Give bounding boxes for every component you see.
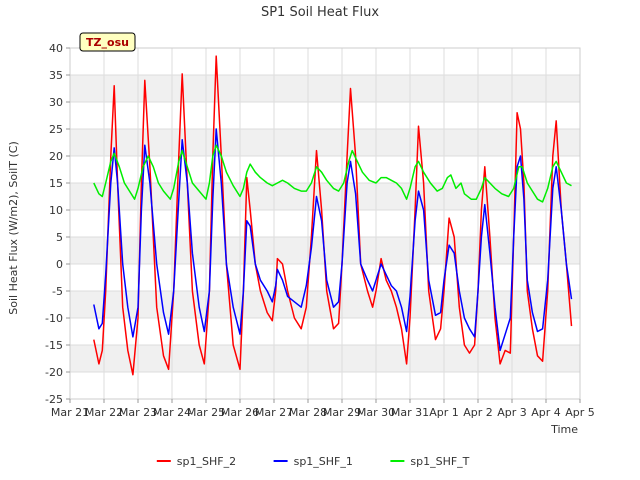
y-tick-label: 30 (49, 96, 63, 109)
legend-label: sp1_SHF_T (410, 455, 469, 468)
legend-label: sp1_SHF_1 (294, 455, 353, 468)
series-line-sp1-shf-t (93, 144, 572, 203)
x-tick-label: Apr 5 (565, 406, 595, 419)
legend-label: sp1_SHF_2 (177, 455, 236, 468)
x-tick-label: Mar 27 (255, 406, 293, 419)
y-axis-label: Soil Heat Flux (W/m2), SoilT (C) (7, 141, 20, 314)
series-line-sp1-shf-1 (93, 128, 573, 352)
x-tick-label: Apr 2 (463, 406, 493, 419)
y-tick-label: 35 (49, 69, 63, 82)
background-band (70, 129, 580, 156)
x-tick-label: Mar 24 (153, 406, 191, 419)
y-tick-label: 15 (49, 177, 63, 190)
y-tick-label: 25 (49, 123, 63, 136)
x-tick-label: Mar 26 (221, 406, 259, 419)
x-axis-label: Time (550, 423, 578, 436)
x-tick-label: Mar 30 (357, 406, 395, 419)
x-tick-label: Mar 25 (187, 406, 225, 419)
background-band (70, 291, 580, 318)
y-tick-label: 5 (56, 231, 63, 244)
site-badge-box (79, 32, 136, 52)
y-tick-label: 40 (49, 42, 63, 55)
y-tick-label: -15 (45, 339, 63, 352)
y-tick-label: -25 (45, 393, 63, 406)
chart-title: SP1 Soil Heat Flux (261, 5, 379, 20)
y-tick-label: 20 (49, 150, 63, 163)
background-band (70, 75, 580, 102)
series-line-sp1-shf-2 (93, 55, 573, 376)
plot-area (69, 47, 581, 400)
y-tick-label: 10 (49, 204, 63, 217)
x-tick-label: Mar 28 (289, 406, 327, 419)
y-tick-label: 0 (56, 258, 63, 271)
y-tick-label: -10 (45, 312, 63, 325)
x-tick-label: Mar 23 (119, 406, 157, 419)
background-band (70, 345, 580, 372)
x-tick-label: Apr 3 (497, 406, 527, 419)
x-tick-label: Apr 4 (531, 406, 561, 419)
x-tick-label: Apr 1 (429, 406, 459, 419)
legend: sp1_SHF_2 sp1_SHF_1 sp1_SHF_T (156, 455, 470, 468)
x-tick-label: Mar 29 (323, 406, 361, 419)
x-tick-label: Mar 22 (85, 406, 123, 419)
y-axis-ticks: -25 -20 -15 -10 -5 0 5 10 15 20 25 30 35 40 (45, 42, 70, 406)
y-tick-label: -5 (52, 285, 63, 298)
site-badge-label: TZ_osu (86, 36, 129, 49)
site-badge: TZ_osu (79, 32, 136, 52)
background-band (70, 183, 580, 210)
x-tick-label: Mar 31 (391, 406, 429, 419)
x-tick-label: Mar 21 (51, 406, 89, 419)
y-tick-label: -20 (45, 366, 63, 379)
series-group (93, 55, 573, 376)
